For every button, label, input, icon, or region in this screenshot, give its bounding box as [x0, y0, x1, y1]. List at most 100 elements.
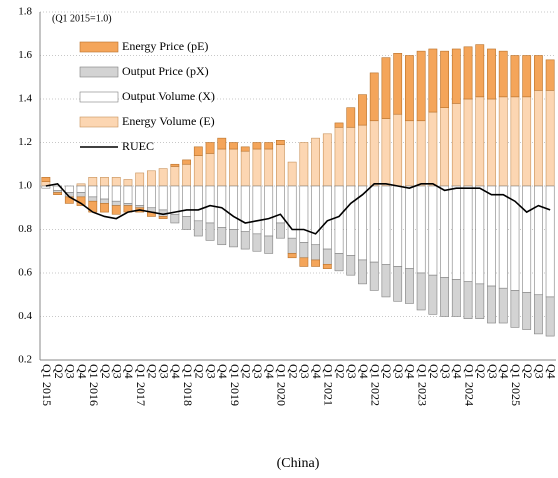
bar-segment	[240, 146, 250, 152]
bar-segment	[381, 185, 391, 265]
bar-segment	[393, 185, 403, 267]
bar-segment	[358, 94, 367, 126]
bar-segment	[111, 185, 121, 202]
year-label: 2015	[40, 382, 54, 406]
bar-segment	[451, 48, 461, 104]
x-tick-label: Q3	[64, 364, 78, 379]
x-tick-label: Q4	[169, 364, 183, 379]
bar-segment	[487, 98, 496, 187]
bar-segment	[498, 50, 508, 98]
bar-segment	[264, 185, 274, 237]
bar-segment	[88, 185, 98, 198]
bar-segment	[322, 263, 332, 269]
legend-label: Output Price (pX)	[122, 64, 209, 78]
x-tick-label: Q1	[134, 364, 148, 379]
bar-segment	[205, 185, 215, 224]
x-tick-label: Q3	[533, 364, 547, 379]
bar-segment	[322, 133, 332, 187]
bar-segment	[475, 185, 485, 285]
y-tick-label: 1.4	[18, 93, 32, 105]
bar-segment	[393, 53, 403, 115]
bar-segment	[334, 185, 344, 254]
bar-segment	[299, 142, 309, 187]
bar-segment	[158, 216, 168, 219]
x-tick-label: Q4	[216, 364, 230, 379]
bar-segment	[299, 242, 309, 259]
bar-segment	[299, 257, 309, 267]
bar-segment	[276, 140, 285, 145]
x-tick-label: Q4	[75, 364, 89, 379]
bar-segment	[158, 185, 168, 211]
bar-segment	[534, 185, 543, 296]
bar-segment	[287, 161, 297, 187]
x-tick-label: Q2	[427, 364, 441, 379]
y-tick-label: 0.4	[18, 310, 32, 322]
bar-segment	[158, 168, 168, 187]
bar-segment	[369, 261, 379, 291]
x-tick-label: Q2	[521, 364, 535, 379]
x-tick-label: Q1	[40, 364, 54, 379]
bar-segment	[276, 144, 285, 187]
bar-segment	[416, 185, 426, 274]
bar-segment	[405, 55, 414, 122]
bar-segment	[252, 148, 262, 187]
bar-segment	[545, 185, 555, 298]
x-tick-label: Q2	[52, 364, 66, 379]
bar-segment	[135, 205, 145, 209]
y-tick-label: 1.0	[18, 180, 32, 192]
bar-segment	[463, 185, 473, 282]
bar-segment	[240, 150, 250, 187]
bar-segment	[182, 159, 191, 165]
bar-segment	[334, 122, 344, 128]
x-tick-label: Q3	[110, 364, 124, 379]
bar-segment	[100, 198, 109, 204]
legend-swatch	[79, 116, 119, 128]
bar-segment	[240, 185, 250, 232]
x-tick-label: Q3	[345, 364, 359, 379]
year-label: 2025	[509, 382, 523, 406]
y-tick-label: 1.2	[18, 136, 32, 148]
bar-segment	[147, 185, 156, 209]
bar-segment	[428, 274, 438, 315]
bar-segment	[545, 296, 555, 337]
bar-segment	[369, 72, 379, 122]
bar-segment	[334, 126, 344, 187]
x-tick-label: Q3	[157, 364, 171, 379]
bar-segment	[428, 185, 438, 276]
legend-swatch	[79, 41, 119, 53]
bar-segment	[381, 118, 391, 187]
bar-segment	[217, 137, 227, 150]
bar-segment	[100, 185, 109, 200]
x-tick-label: Q4	[122, 364, 136, 379]
bar-segment	[463, 281, 473, 319]
x-tick-label: Q2	[146, 364, 160, 379]
x-tick-label: Q4	[497, 364, 511, 379]
bar-segment	[369, 120, 379, 187]
bar-segment	[451, 185, 461, 280]
bar-segment	[522, 185, 532, 293]
x-tick-label: Q1	[368, 364, 382, 379]
bar-segment	[487, 185, 496, 287]
bar-segment	[498, 287, 508, 324]
bar-segment	[393, 113, 403, 187]
x-tick-label: Q4	[263, 364, 277, 379]
x-tick-label: Q3	[298, 364, 312, 379]
bar-segment	[322, 185, 332, 250]
bar-segment	[522, 292, 532, 330]
bar-segment	[381, 57, 391, 119]
bar-segment	[311, 137, 320, 187]
bar-segment	[487, 48, 496, 100]
bar-segment	[217, 227, 227, 246]
bar-segment	[487, 285, 496, 324]
y-tick-label: 0.6	[18, 267, 32, 279]
bar-segment	[451, 103, 461, 187]
legend-label: Output Volume (X)	[122, 89, 215, 103]
bar-segment	[463, 98, 473, 187]
bar-segment	[182, 163, 191, 187]
bar-segment	[76, 185, 86, 193]
year-label: 2022	[368, 382, 382, 406]
bar-segment	[229, 185, 238, 230]
x-tick-label: Q2	[333, 364, 347, 379]
bar-segment	[76, 192, 86, 198]
